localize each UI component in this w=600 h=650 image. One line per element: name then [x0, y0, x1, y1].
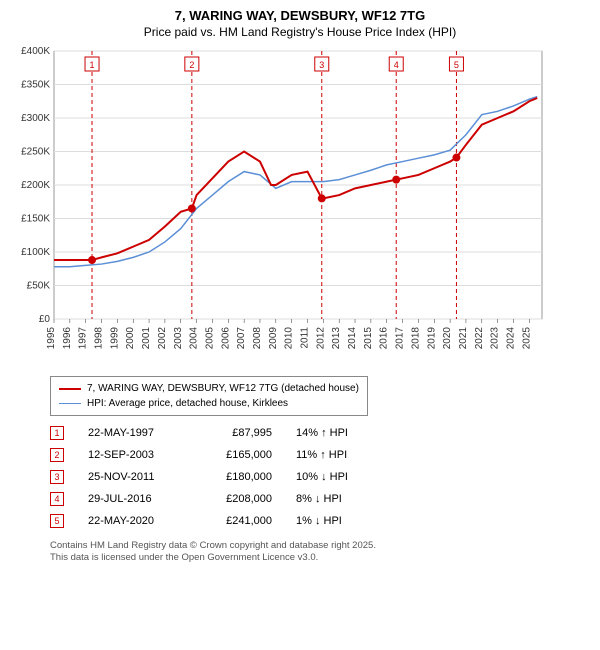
- svg-text:£300K: £300K: [21, 113, 50, 124]
- svg-text:£50K: £50K: [27, 281, 51, 292]
- svg-text:2023: 2023: [490, 327, 501, 350]
- transaction-marker: 5: [50, 514, 64, 528]
- transaction-marker: 3: [50, 470, 64, 484]
- footer-line: This data is licensed under the Open Gov…: [50, 552, 590, 564]
- svg-text:1998: 1998: [94, 327, 105, 350]
- svg-text:2019: 2019: [426, 327, 437, 350]
- transaction-row: 3 25-NOV-2011 £180,000 10% ↓ HPI: [50, 466, 590, 488]
- svg-text:£200K: £200K: [21, 180, 50, 191]
- svg-text:1997: 1997: [78, 327, 89, 350]
- svg-text:2005: 2005: [204, 327, 215, 350]
- svg-text:2004: 2004: [189, 327, 200, 350]
- svg-text:£0: £0: [39, 314, 51, 325]
- transaction-delta: 1% ↓ HPI: [296, 515, 376, 527]
- svg-text:2013: 2013: [331, 327, 342, 350]
- svg-text:2007: 2007: [236, 327, 247, 350]
- svg-text:2: 2: [189, 60, 194, 70]
- svg-text:2021: 2021: [458, 327, 469, 350]
- transaction-row: 4 29-JUL-2016 £208,000 8% ↓ HPI: [50, 488, 590, 510]
- svg-text:2024: 2024: [505, 327, 516, 350]
- legend-item: 7, WARING WAY, DEWSBURY, WF12 7TG (detac…: [59, 381, 359, 396]
- svg-text:1999: 1999: [109, 327, 120, 350]
- chart-title: 7, WARING WAY, DEWSBURY, WF12 7TG: [10, 8, 590, 23]
- chart-container: 7, WARING WAY, DEWSBURY, WF12 7TG Price …: [0, 0, 600, 573]
- svg-text:2012: 2012: [315, 327, 326, 350]
- transaction-date: 29-JUL-2016: [88, 493, 178, 505]
- transaction-row: 2 12-SEP-2003 £165,000 11% ↑ HPI: [50, 444, 590, 466]
- transaction-marker: 1: [50, 426, 64, 440]
- svg-text:£350K: £350K: [21, 80, 50, 91]
- svg-text:2018: 2018: [410, 327, 421, 350]
- legend-label: 7, WARING WAY, DEWSBURY, WF12 7TG (detac…: [87, 381, 359, 396]
- transaction-price: £165,000: [202, 449, 272, 461]
- transaction-date: 22-MAY-1997: [88, 427, 178, 439]
- svg-text:2020: 2020: [442, 327, 453, 350]
- svg-text:2017: 2017: [395, 327, 406, 350]
- svg-text:2002: 2002: [157, 327, 168, 350]
- legend-swatch: [59, 403, 81, 405]
- footer-line: Contains HM Land Registry data © Crown c…: [50, 540, 590, 552]
- transaction-date: 22-MAY-2020: [88, 515, 178, 527]
- svg-text:£100K: £100K: [21, 247, 50, 258]
- svg-text:1996: 1996: [62, 327, 73, 350]
- transaction-date: 12-SEP-2003: [88, 449, 178, 461]
- line-chart: £0 £50K £100K £150K £200K £250K £300K £350K £400…: [10, 45, 550, 365]
- svg-text:3: 3: [319, 60, 324, 70]
- svg-text:2006: 2006: [220, 327, 231, 350]
- svg-text:2010: 2010: [284, 327, 295, 350]
- svg-text:4: 4: [394, 60, 399, 70]
- transaction-price: £180,000: [202, 471, 272, 483]
- transaction-marker: 2: [50, 448, 64, 462]
- transaction-date: 25-NOV-2011: [88, 471, 178, 483]
- transaction-delta: 11% ↑ HPI: [296, 449, 376, 461]
- transaction-price: £241,000: [202, 515, 272, 527]
- svg-text:£250K: £250K: [21, 147, 50, 158]
- transaction-price: £87,995: [202, 427, 272, 439]
- svg-text:2022: 2022: [474, 327, 485, 350]
- transaction-delta: 14% ↑ HPI: [296, 427, 376, 439]
- svg-text:2015: 2015: [363, 327, 374, 350]
- legend: 7, WARING WAY, DEWSBURY, WF12 7TG (detac…: [50, 376, 368, 416]
- transaction-price: £208,000: [202, 493, 272, 505]
- svg-text:2000: 2000: [125, 327, 136, 350]
- transaction-marker: 4: [50, 492, 64, 506]
- transaction-row: 5 22-MAY-2020 £241,000 1% ↓ HPI: [50, 510, 590, 532]
- svg-text:2014: 2014: [347, 327, 358, 350]
- svg-text:5: 5: [454, 60, 459, 70]
- transaction-delta: 10% ↓ HPI: [296, 471, 376, 483]
- transaction-table: 1 22-MAY-1997 £87,995 14% ↑ HPI 2 12-SEP-2003…: [50, 422, 590, 532]
- svg-text:1995: 1995: [46, 327, 57, 350]
- svg-text:2025: 2025: [521, 327, 532, 350]
- svg-text:2011: 2011: [300, 327, 311, 349]
- svg-text:2001: 2001: [141, 327, 152, 350]
- transaction-row: 1 22-MAY-1997 £87,995 14% ↑ HPI: [50, 422, 590, 444]
- chart-area: £0 £50K £100K £150K £200K £250K £300K £350K £400…: [10, 45, 590, 370]
- chart-subtitle: Price paid vs. HM Land Registry's House …: [10, 25, 590, 39]
- transaction-delta: 8% ↓ HPI: [296, 493, 376, 505]
- svg-text:2016: 2016: [379, 327, 390, 350]
- footer-attribution: Contains HM Land Registry data © Crown c…: [50, 540, 590, 565]
- svg-text:2003: 2003: [173, 327, 184, 350]
- legend-item: HPI: Average price, detached house, Kirk…: [59, 396, 359, 411]
- svg-text:£400K: £400K: [21, 46, 50, 57]
- legend-label: HPI: Average price, detached house, Kirk…: [87, 396, 288, 411]
- svg-text:2009: 2009: [268, 327, 279, 350]
- legend-swatch: [59, 388, 81, 390]
- svg-text:£150K: £150K: [21, 214, 50, 225]
- svg-text:2008: 2008: [252, 327, 263, 350]
- svg-text:1: 1: [90, 60, 95, 70]
